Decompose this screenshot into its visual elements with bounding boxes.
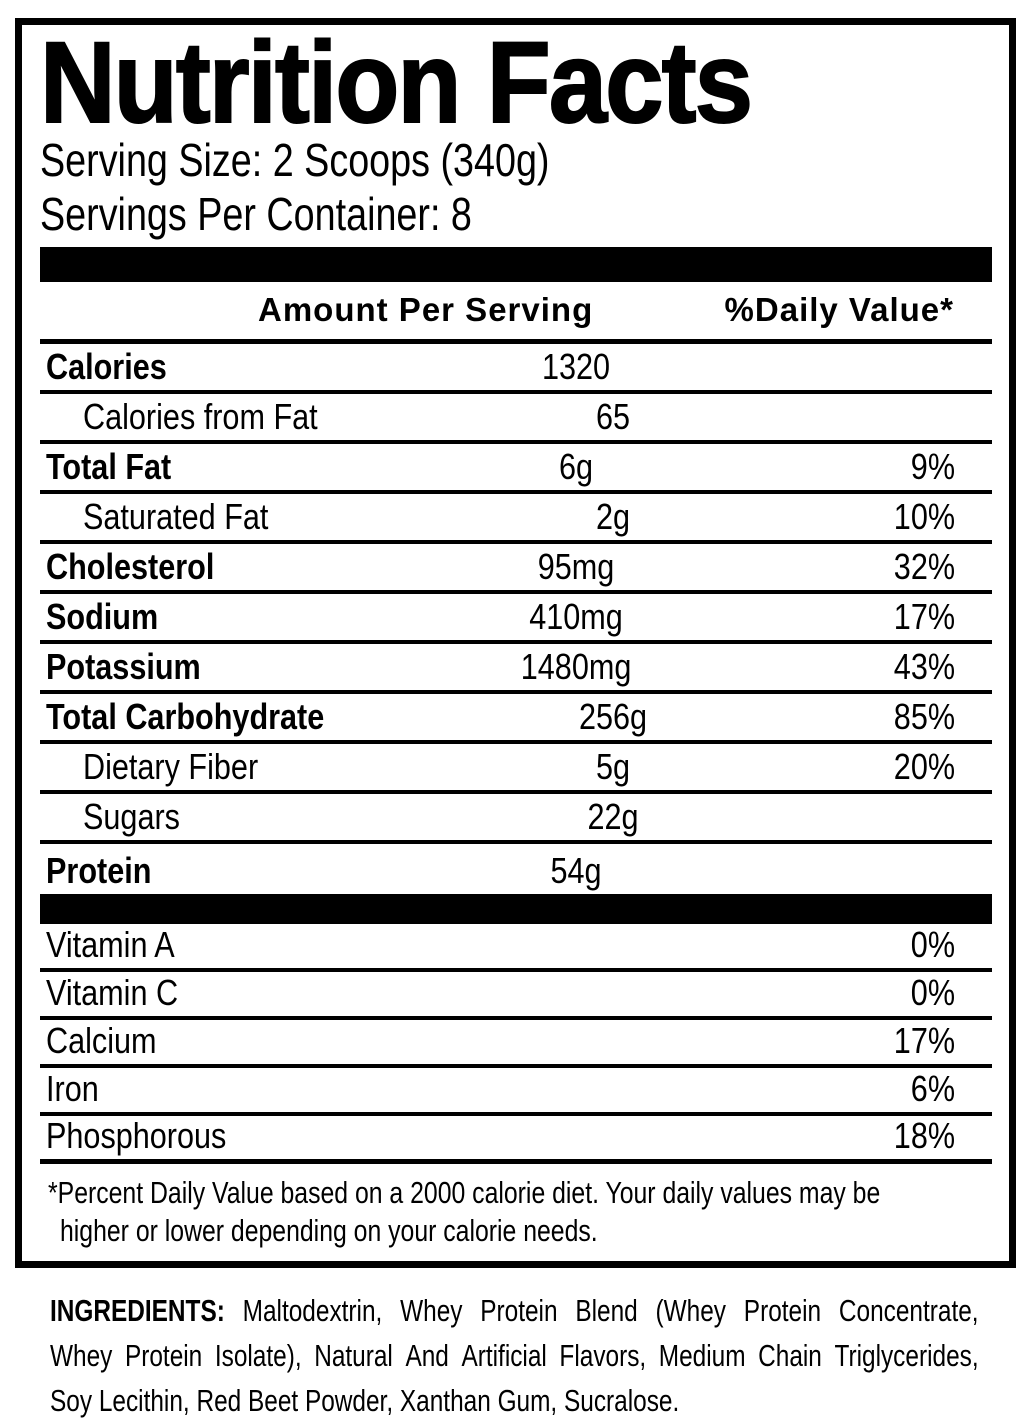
nutrient-amount: 256g <box>579 696 648 738</box>
ingredients-word: Blend <box>575 1293 638 1328</box>
nutrient-row: Calories 1320 <box>40 344 992 394</box>
micronutrient-table: Vitamin A 0% Vitamin C 0% Calcium 17% Ir… <box>40 924 992 1164</box>
micronutrient-daily-value: 17% <box>893 1020 955 1062</box>
nutrient-daily-value: 43% <box>893 646 955 688</box>
nutrient-row: Total Carbohydrate 256g 85% <box>40 694 992 744</box>
micronutrient-name: Calcium <box>46 1020 157 1062</box>
footnote: *Percent Daily Value based on a 2000 cal… <box>40 1164 992 1250</box>
nutrient-table: Calories 1320 Calories from Fat 65 Total… <box>40 344 992 894</box>
micronutrient-row: Vitamin A 0% <box>40 924 992 972</box>
nutrient-amount: 1480mg <box>520 646 632 688</box>
nutrient-daily-value: 85% <box>893 696 955 738</box>
ingredients-line: Whey Protein Isolate), Natural And Artificial… <box>50 1333 979 1378</box>
nutrient-amount: 22g <box>587 796 639 838</box>
nutrient-amount: 54g <box>550 850 602 892</box>
column-header-amount: Amount Per Serving <box>258 291 594 328</box>
ingredients-line: INGREDIENTS: Maltodextrin, Whey Protein Blen… <box>50 1288 979 1333</box>
nutrient-row: Dietary Fiber 5g 20% <box>40 744 992 794</box>
ingredients-section: INGREDIENTS: Maltodextrin, Whey Protein Blen… <box>50 1288 979 1423</box>
nutrient-daily-value: 9% <box>910 446 955 488</box>
nutrient-amount: 65 <box>595 396 631 438</box>
ingredients-word: Whey <box>400 1293 463 1328</box>
nutrient-row: Potassium 1480mg 43% <box>40 644 992 694</box>
ingredients-word: Triglycerides, <box>834 1338 979 1373</box>
nutrient-row: Sodium 410mg 17% <box>40 594 992 644</box>
micronutrient-name: Vitamin A <box>46 924 175 966</box>
nutrient-name: Total Carbohydrate <box>46 696 325 738</box>
micronutrient-row: Calcium 17% <box>40 1020 992 1068</box>
panel-title: Nutrition Facts <box>39 19 754 147</box>
micronutrient-row: Vitamin C 0% <box>40 972 992 1020</box>
ingredients-label: INGREDIENTS: <box>50 1293 225 1328</box>
nutrient-row: Sugars 22g <box>40 794 992 844</box>
micronutrient-name: Vitamin C <box>46 972 179 1014</box>
ingredients-word: Medium <box>658 1338 746 1373</box>
micronutrient-row: Phosphorous 18% <box>40 1116 992 1164</box>
nutrient-amount: 2g <box>595 496 631 538</box>
ingredients-line: Soy Lecithin, Red Beet Powder, Xanthan G… <box>50 1378 978 1423</box>
divider-bar-middle <box>40 894 992 924</box>
micronutrient-row: Iron 6% <box>40 1068 992 1116</box>
ingredients-word: Protein <box>743 1293 822 1328</box>
nutrient-amount: 95mg <box>537 546 615 588</box>
nutrient-amount: 6g <box>558 446 594 488</box>
nutrient-daily-value: 17% <box>893 596 955 638</box>
ingredients-word: Chain <box>758 1338 822 1373</box>
footnote-line-1: *Percent Daily Value based on a 2000 cal… <box>48 1175 881 1210</box>
servings-per-container-text: Servings Per Container: 8 <box>40 188 472 240</box>
nutrient-name: Sugars <box>83 796 180 838</box>
micronutrient-daily-value: 6% <box>910 1068 956 1110</box>
ingredients-word: Whey <box>50 1338 113 1373</box>
nutrition-facts-panel: Nutrition Facts Serving Size: 2 Scoops (… <box>15 18 1016 1268</box>
nutrient-name: Saturated Fat <box>83 496 269 538</box>
micronutrient-name: Iron <box>46 1068 99 1110</box>
ingredients-line-1: INGREDIENTS: Maltodextrin, Whey Protein Blen… <box>50 1288 979 1333</box>
ingredients-word: Maltodextrin, <box>242 1293 383 1328</box>
nutrient-name: Protein <box>46 850 152 892</box>
nutrient-name: Potassium <box>46 646 201 688</box>
column-header-daily-value: %Daily Value* <box>724 291 954 328</box>
footnote-line-2: higher or lower depending on your calori… <box>60 1213 598 1248</box>
nutrient-daily-value: 32% <box>893 546 955 588</box>
servings-per-container-line: Servings Per Container: 8 <box>40 187 992 241</box>
nutrient-amount: 410mg <box>529 596 623 638</box>
serving-size-text: Serving Size: 2 Scoops (340g) <box>40 134 550 186</box>
ingredients-word: Protein <box>124 1338 203 1373</box>
ingredients-word: And <box>405 1338 449 1373</box>
nutrient-row: Calories from Fat 65 <box>40 394 992 444</box>
table-header-row: Amount Per Serving %Daily Value* <box>40 282 992 344</box>
ingredients-word: Artificial <box>461 1338 547 1373</box>
ingredients-line-2: Whey Protein Isolate), Natural And Artificial… <box>50 1333 979 1378</box>
nutrient-name: Total Fat <box>46 446 172 488</box>
ingredients-word: (Whey <box>655 1293 727 1328</box>
ingredients-line-3: Soy Lecithin, Red Beet Powder, Xanthan G… <box>50 1383 680 1418</box>
micronutrient-name: Phosphorous <box>46 1115 227 1157</box>
ingredients-word: Protein <box>480 1293 558 1328</box>
micronutrient-daily-value: 18% <box>893 1115 955 1157</box>
nutrient-row: Total Fat 6g 9% <box>40 444 992 494</box>
nutrient-name: Sodium <box>46 596 159 638</box>
nutrient-row: Saturated Fat 2g 10% <box>40 494 992 544</box>
divider-bar-top <box>40 247 992 282</box>
micronutrient-daily-value: 0% <box>910 924 956 966</box>
nutrient-daily-value: 10% <box>893 496 955 538</box>
nutrient-row: Cholesterol 95mg 32% <box>40 544 992 594</box>
nutrient-row: Protein 54g <box>40 844 992 894</box>
nutrient-name: Cholesterol <box>46 546 215 588</box>
ingredients-word: Natural <box>314 1338 393 1373</box>
ingredients-word: Flavors, <box>559 1338 647 1373</box>
ingredients-word: Concentrate, <box>838 1293 979 1328</box>
nutrient-name: Calories from Fat <box>83 396 318 438</box>
micronutrient-daily-value: 0% <box>910 972 956 1014</box>
nutrient-name: Calories <box>46 346 167 388</box>
serving-size-line: Serving Size: 2 Scoops (340g) <box>40 133 992 187</box>
nutrient-name: Dietary Fiber <box>83 746 259 788</box>
nutrient-daily-value: 20% <box>893 746 955 788</box>
nutrient-amount: 1320 <box>541 346 611 388</box>
ingredients-word: Isolate), <box>214 1338 302 1373</box>
nutrient-amount: 5g <box>595 746 631 788</box>
